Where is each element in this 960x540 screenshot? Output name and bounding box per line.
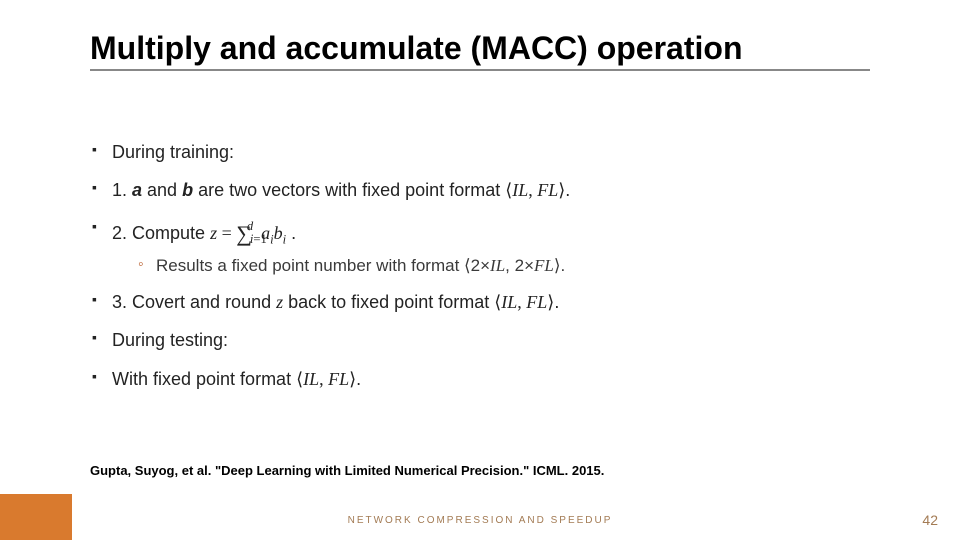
bullet-last: With fixed point format ⟨IL, FL⟩. xyxy=(90,367,900,391)
footer: NETWORK COMPRESSION AND SPEEDUP 42 xyxy=(0,494,960,540)
text: ⟩. xyxy=(547,292,559,312)
text: . xyxy=(286,223,296,243)
footer-text: NETWORK COMPRESSION AND SPEEDUP xyxy=(0,515,960,526)
sym-IL: IL xyxy=(303,369,319,389)
text: 3. Covert and round xyxy=(112,292,276,312)
bullet-step-3: 3. Covert and round z back to fixed poin… xyxy=(90,290,900,314)
text: ⟩. xyxy=(349,369,361,389)
var-b: b xyxy=(182,180,193,200)
text: Results a fixed point number with format… xyxy=(156,256,490,275)
citation: Gupta, Suyog, et al. "Deep Learning with… xyxy=(90,463,604,478)
sum-lower: i=1 xyxy=(250,232,267,246)
bullet-training: During training: xyxy=(90,140,900,164)
sym-FL: FL xyxy=(328,369,349,389)
text: With fixed point format ⟨ xyxy=(112,369,303,389)
slide-body: During training: 1. a and b are two vect… xyxy=(90,140,900,405)
bullet-step-2: 2. Compute z = ∑i=1daibi . xyxy=(90,217,900,249)
text: 2. Compute xyxy=(112,223,210,243)
text: , xyxy=(319,369,328,389)
sym-IL: IL xyxy=(512,180,528,200)
text: are two vectors with fixed point format … xyxy=(193,180,512,200)
text: back to fixed point format ⟨ xyxy=(283,292,501,312)
text: and xyxy=(142,180,182,200)
text: , 2× xyxy=(505,256,534,275)
sym-IL: IL xyxy=(501,292,517,312)
text: ⟩. xyxy=(558,180,570,200)
bullet-testing: During testing: xyxy=(90,328,900,352)
slide-title: Multiply and accumulate (MACC) operation xyxy=(90,30,870,71)
sym-FL: FL xyxy=(534,256,554,275)
sym-FL: FL xyxy=(526,292,547,312)
text: , xyxy=(517,292,526,312)
sym-FL: FL xyxy=(537,180,558,200)
sub-bullet-result: Results a fixed point number with format… xyxy=(138,256,900,276)
text: 1. xyxy=(112,180,132,200)
text: = xyxy=(217,223,236,243)
var-a: a xyxy=(132,180,142,200)
page-number: 42 xyxy=(922,512,938,528)
sum-upper: d xyxy=(247,219,253,233)
text: ⟩. xyxy=(554,256,565,275)
sym-IL: IL xyxy=(490,256,505,275)
bullet-step-1: 1. a and b are two vectors with fixed po… xyxy=(90,178,900,202)
var-bi: b xyxy=(274,223,283,243)
slide: Multiply and accumulate (MACC) operation… xyxy=(0,0,960,540)
text: , xyxy=(528,180,537,200)
